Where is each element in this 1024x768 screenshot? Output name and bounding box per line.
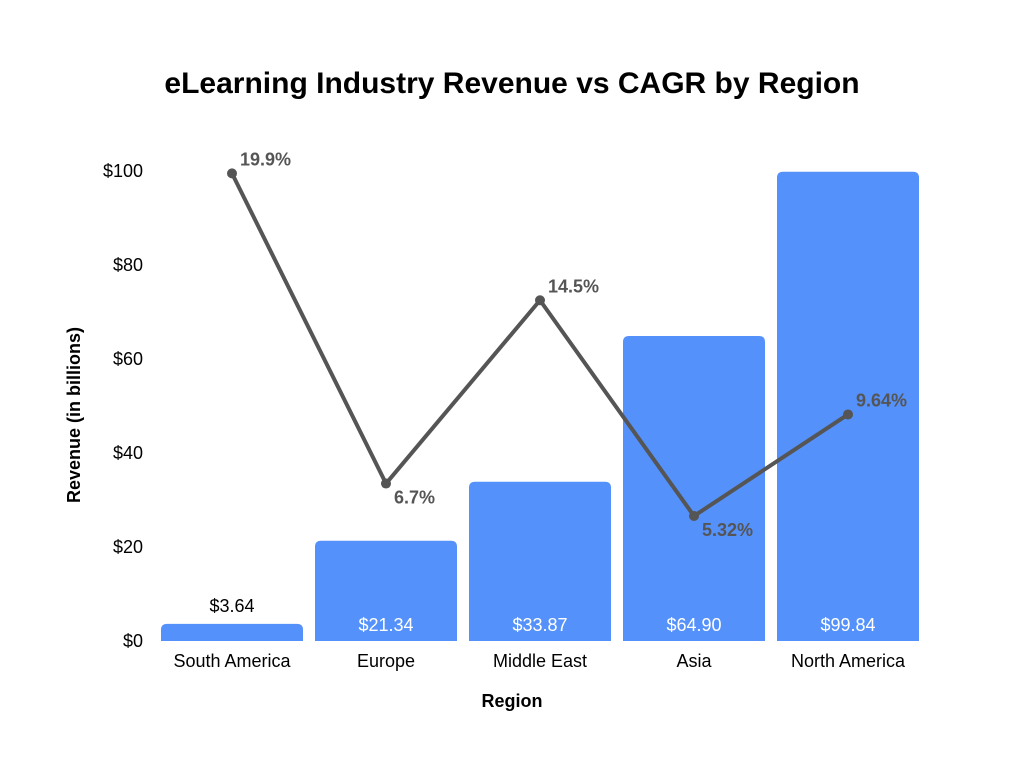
chart-title: eLearning Industry Revenue vs CAGR by Re… [164,67,859,100]
x-axis-ticks: South America Europe Middle East Asia North … [173,651,906,671]
cagr-point [227,168,237,179]
revenue-bar [777,171,919,641]
y-tick-label: $100 [103,161,143,181]
cagr-point [381,478,391,489]
cagr-point [689,510,699,521]
cagr-point [535,295,545,306]
revenue-data-label: $99.84 [820,615,875,635]
cagr-data-label: 6.7% [394,488,435,508]
y-tick-label: $40 [113,443,143,463]
x-axis-title: Region [482,691,543,711]
revenue-data-label: $64.90 [666,615,721,635]
x-tick-label: Europe [357,651,415,671]
revenue-data-label: $3.64 [209,596,254,616]
x-tick-label: South America [173,651,291,671]
revenue-data-label: $33.87 [512,615,567,635]
cagr-line-series: 19.9% 6.7% 14.5% 5.32% 9.64% [227,149,907,540]
revenue-bar [469,481,611,641]
cagr-data-label: 19.9% [240,149,291,169]
y-tick-label: $0 [123,631,143,651]
y-tick-label: $20 [113,537,143,557]
y-tick-label: $60 [113,349,143,369]
x-tick-label: North America [791,651,906,671]
y-axis-ticks: $0 $20 $40 $60 $80 $100 [103,161,143,651]
revenue-bar [623,335,765,641]
revenue-bar [161,623,303,641]
cagr-point [843,409,853,420]
y-tick-label: $80 [113,255,143,275]
cagr-data-label: 5.32% [702,520,753,540]
x-tick-label: Asia [676,651,712,671]
cagr-data-label: 14.5% [548,276,599,296]
revenue-labels: $3.64 $21.34 $33.87 $64.90 $99.84 [209,596,875,635]
revenue-bars [161,171,919,641]
x-tick-label: Middle East [493,651,587,671]
y-axis-title: Revenue (in billions) [64,327,84,503]
cagr-data-label: 9.64% [856,390,907,410]
revenue-bar [315,540,457,641]
revenue-data-label: $21.34 [358,615,413,635]
